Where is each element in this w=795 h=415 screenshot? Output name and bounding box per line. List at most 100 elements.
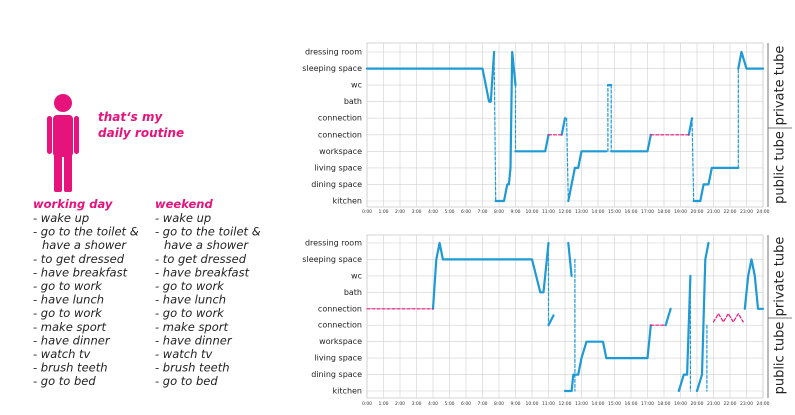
- x-tick-label: 4:00: [428, 209, 438, 215]
- x-tick-label: 3:00: [411, 401, 421, 407]
- y-category-label: kitchen: [333, 387, 362, 396]
- x-tick-label: 14:00: [592, 401, 605, 407]
- header-title: daily routine: [98, 126, 184, 140]
- y-category-label: workspace: [319, 337, 362, 346]
- line-chart: kitchen dining space living space workspace…: [302, 42, 792, 215]
- list-item: - go to the toilet &: [155, 225, 261, 239]
- list-title: working day: [33, 197, 113, 211]
- x-tick-label: 22:00: [724, 401, 737, 407]
- lists: - wake up- go to the toilet &have a show…: [33, 211, 261, 388]
- x-tick-label: 21:00: [707, 209, 720, 215]
- list-item: - wake up: [155, 211, 211, 225]
- x-tick-label: 20:00: [691, 209, 704, 215]
- x-tick-label: 0:00: [362, 209, 372, 215]
- x-tick-label: 11:00: [542, 209, 555, 215]
- x-tick-label: 15:00: [608, 401, 621, 407]
- y-category-label: dining space: [311, 370, 362, 379]
- x-tick-label: 20:00: [691, 401, 704, 407]
- dashed-line: [547, 242, 708, 392]
- x-tick-label: 24:00: [757, 209, 770, 215]
- list-item: - wake up: [33, 211, 89, 225]
- x-tick-label: 23:00: [740, 401, 753, 407]
- x-tick-label: 14:00: [592, 209, 605, 215]
- x-tick-label: 10:00: [526, 209, 539, 215]
- x-tick-label: 18:00: [658, 401, 671, 407]
- list-item: - to get dressed: [155, 252, 247, 266]
- list-item: - have dinner: [155, 333, 233, 347]
- header-title: that‘s my: [98, 110, 163, 124]
- list-item: have a shower: [164, 238, 249, 252]
- x-tick-label: 17:00: [641, 209, 654, 215]
- side-label: private tube: [773, 46, 788, 126]
- x-tick-label: 6:00: [461, 401, 471, 407]
- y-category-label: kitchen: [333, 197, 362, 206]
- x-tick-label: 2:00: [395, 209, 405, 215]
- list-item: - go to work: [33, 306, 103, 320]
- x-tick-label: 23:00: [740, 209, 753, 215]
- x-tick-label: 24:00: [757, 401, 770, 407]
- y-category-label: wc: [351, 81, 362, 90]
- x-tick-label: 17:00: [641, 401, 654, 407]
- side-label: public tube: [773, 131, 788, 204]
- x-tick-label: 12:00: [559, 401, 572, 407]
- y-category-label: dressing room: [305, 239, 362, 248]
- list-item: - go to work: [155, 279, 225, 293]
- x-tick-label: 6:00: [461, 209, 471, 215]
- list-item: - go to bed: [33, 374, 96, 388]
- x-tick-label: 1:00: [378, 209, 388, 215]
- list-item: - have breakfast: [33, 265, 128, 279]
- x-tick-label: 7:00: [477, 209, 487, 215]
- x-tick-label: 13:00: [575, 401, 588, 407]
- x-tick-label: 16:00: [625, 401, 638, 407]
- y-category-label: wc: [351, 271, 362, 280]
- x-tick-label: 19:00: [674, 401, 687, 407]
- dashed-line: [366, 308, 744, 326]
- y-category-label: connection: [318, 304, 362, 313]
- x-tick-label: 9:00: [510, 401, 520, 407]
- side-label: private tube: [773, 237, 788, 317]
- list-item: have a shower: [42, 238, 127, 252]
- list-item: - brush teeth: [155, 361, 230, 375]
- list-item: - have lunch: [33, 293, 104, 307]
- list-item: - go to the toilet &: [33, 225, 139, 239]
- x-tick-label: 13:00: [575, 209, 588, 215]
- y-category-label: bath: [344, 97, 362, 106]
- x-tick-label: 2:00: [395, 401, 405, 407]
- x-tick-label: 0:00: [362, 401, 372, 407]
- y-category-label: connection: [318, 114, 362, 123]
- x-tick-label: 15:00: [608, 209, 621, 215]
- list-item: - make sport: [155, 320, 229, 334]
- y-category-label: connection: [318, 321, 362, 330]
- list-item: - watch tv: [155, 347, 213, 361]
- line-chart: kitchen dining space living space workspace…: [302, 234, 792, 407]
- x-tick-label: 12:00: [559, 209, 572, 215]
- x-tick-label: 19:00: [674, 209, 687, 215]
- x-tick-label: 1:00: [378, 401, 388, 407]
- x-tick-label: 16:00: [625, 209, 638, 215]
- list-item: - go to work: [155, 306, 225, 320]
- y-category-label: sleeping space: [302, 255, 362, 264]
- x-tick-label: 3:00: [411, 209, 421, 215]
- list-item: - have lunch: [155, 293, 226, 307]
- x-tick-label: 21:00: [707, 401, 720, 407]
- line: [431, 241, 765, 393]
- x-tick-label: 5:00: [444, 401, 454, 407]
- x-tick-label: 22:00: [724, 209, 737, 215]
- y-category-label: living space: [314, 163, 362, 172]
- dashed-line: [493, 51, 739, 202]
- y-category-label: connection: [318, 130, 362, 139]
- y-category-label: bath: [344, 288, 362, 297]
- y-category-label: dressing room: [305, 48, 362, 57]
- charts: kitchen dining space living space workspace…: [302, 42, 792, 407]
- list-item: - have breakfast: [155, 265, 250, 279]
- y-category-label: sleeping space: [302, 64, 362, 73]
- x-tick-label: 8:00: [494, 401, 504, 407]
- list-item: - make sport: [33, 320, 107, 334]
- x-tick-label: 9:00: [510, 209, 520, 215]
- side-label: public tube: [773, 322, 788, 395]
- x-tick-label: 18:00: [658, 209, 671, 215]
- x-tick-label: 7:00: [477, 401, 487, 407]
- list-item: - brush teeth: [33, 361, 108, 375]
- x-tick-label: 5:00: [444, 209, 454, 215]
